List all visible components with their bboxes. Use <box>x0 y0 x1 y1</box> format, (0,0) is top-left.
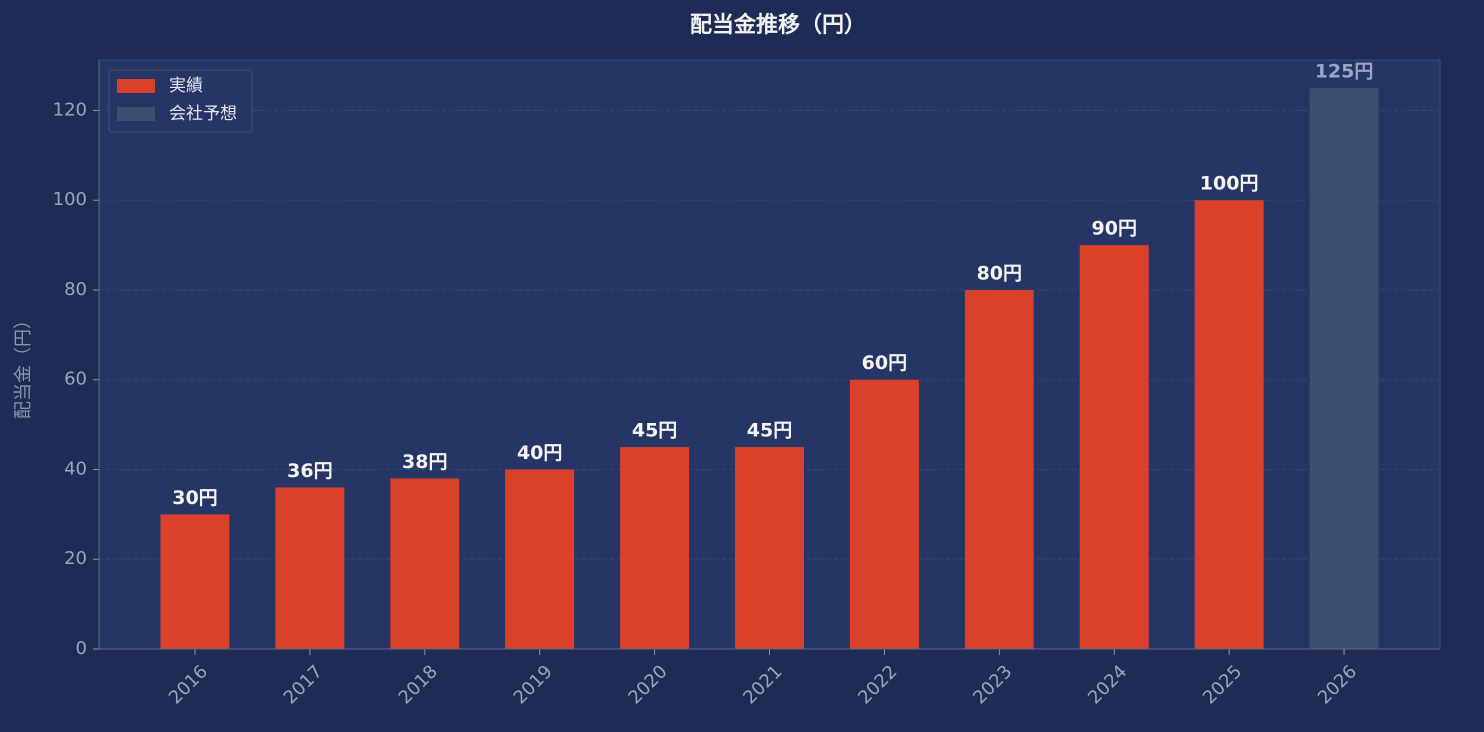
y-tick-label: 20 <box>64 548 87 569</box>
y-tick-label: 120 <box>53 99 87 120</box>
value-label: 90円 <box>1092 218 1137 240</box>
bar <box>964 289 1034 649</box>
y-tick-label: 100 <box>53 189 87 210</box>
y-tick-label: 60 <box>64 369 87 390</box>
value-label: 30円 <box>172 487 217 509</box>
chart-title: 配当金推移（円） <box>690 12 866 38</box>
value-label: 40円 <box>517 442 562 464</box>
y-tick-label: 40 <box>64 458 87 479</box>
legend-label: 実績 <box>169 76 203 96</box>
bar <box>1079 245 1149 649</box>
legend-swatch <box>117 79 155 93</box>
value-label: 38円 <box>402 451 447 473</box>
bar <box>160 514 230 649</box>
y-axis-label: 配当金（円） <box>13 311 34 419</box>
bar <box>620 447 690 649</box>
legend-swatch <box>117 107 155 121</box>
bar <box>275 487 345 649</box>
value-label: 45円 <box>747 420 792 442</box>
value-label: 45円 <box>632 420 677 442</box>
bar <box>505 469 575 649</box>
y-tick-label: 80 <box>64 279 87 300</box>
bar <box>849 379 919 649</box>
bar <box>1309 88 1379 650</box>
value-label: 125円 <box>1315 61 1374 83</box>
y-tick-label: 0 <box>76 638 87 659</box>
value-label: 60円 <box>862 352 907 374</box>
legend-label: 会社予想 <box>169 104 237 124</box>
value-label: 36円 <box>287 460 332 482</box>
bar <box>735 447 804 649</box>
bar <box>1194 200 1264 649</box>
value-label: 80円 <box>977 262 1022 284</box>
value-label: 100円 <box>1200 173 1259 195</box>
bar <box>390 478 460 649</box>
